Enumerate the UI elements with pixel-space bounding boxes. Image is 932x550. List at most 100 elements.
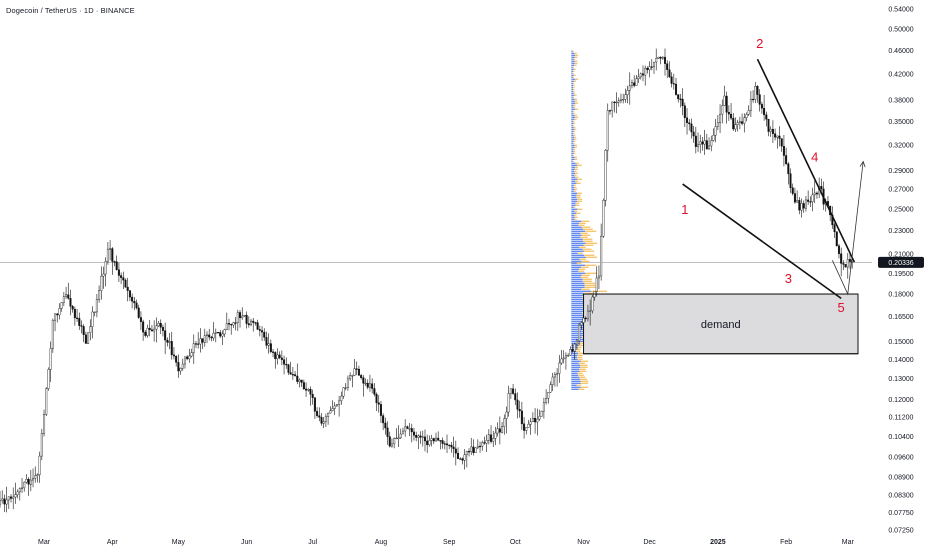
candle-body <box>32 478 35 481</box>
price-tick-label: 0.07250 <box>888 528 913 535</box>
wave-label: 4 <box>811 150 818 165</box>
candle-body <box>366 382 369 388</box>
candle-body <box>294 374 297 377</box>
profile-bar <box>575 78 579 81</box>
profile-bar <box>577 198 583 201</box>
candle-body <box>703 140 706 145</box>
profile-bar <box>571 166 575 169</box>
candle-body <box>21 487 24 489</box>
profile-bar <box>571 188 575 191</box>
profile-bar <box>580 266 589 269</box>
candle-body <box>435 437 438 442</box>
time-tick-label: Mar <box>842 539 855 546</box>
candle-body <box>457 452 460 459</box>
candle-body <box>756 86 759 95</box>
candle-body <box>811 194 814 202</box>
profile-bar <box>584 282 596 285</box>
candle-body <box>520 410 523 425</box>
demand-zone-label: demand <box>701 319 741 331</box>
candle-body <box>47 369 50 389</box>
profile-bar <box>571 184 574 187</box>
candle-body <box>798 200 801 211</box>
demand-zone <box>583 293 859 355</box>
candle-body <box>423 436 426 442</box>
candle-body <box>472 446 475 453</box>
profile-bar <box>574 186 577 189</box>
candle-body <box>760 104 763 109</box>
profile-bar <box>576 196 581 199</box>
time-axis[interactable]: Mar Apr May Jun Jul Aug Sep Oct Nov Dec 2025 Feb Mar <box>38 539 854 546</box>
candle-body <box>743 117 746 124</box>
price-tick-label: 0.21000 <box>888 252 913 259</box>
candle-body <box>67 294 70 299</box>
candle-body <box>166 339 169 343</box>
profile-bar <box>571 296 583 299</box>
profile-bar <box>572 50 574 53</box>
candle-body <box>846 259 849 268</box>
profile-bar <box>574 166 578 169</box>
profile-bar <box>571 120 574 123</box>
profile-bar <box>573 84 575 87</box>
profile-bar <box>579 342 586 345</box>
profile-bar <box>578 270 585 273</box>
profile-bar <box>573 140 576 143</box>
candle-body <box>525 427 528 431</box>
profile-bar <box>571 116 576 119</box>
profile-bar <box>571 128 575 131</box>
price-axis[interactable]: 0.54000 0.50000 0.46000 0.42000 0.38000 0.350… <box>878 7 924 535</box>
candle-body <box>40 433 43 457</box>
profile-bar <box>571 250 584 253</box>
candle-body <box>657 56 660 59</box>
candle-body <box>142 321 145 333</box>
candle-body <box>175 355 178 363</box>
candle-body <box>637 76 640 80</box>
candle-body <box>840 253 843 264</box>
candle-body <box>501 426 504 433</box>
candle-body <box>113 261 116 263</box>
candle-body <box>809 201 812 203</box>
price-tick-label: 0.16500 <box>888 314 913 321</box>
candle-body <box>793 193 796 203</box>
candle-body <box>377 402 380 405</box>
wave-label: 2 <box>756 36 763 51</box>
candle-body <box>368 383 371 388</box>
profile-bar <box>571 150 574 153</box>
profile-bar <box>573 106 576 109</box>
candle-body <box>655 58 658 63</box>
symbol-title: Dogecoin / TetherUS · 1D · BINANCE <box>6 6 135 15</box>
candle-body <box>338 400 341 405</box>
candle-body <box>364 382 367 385</box>
profile-bar <box>571 60 575 63</box>
price-tick-label: 0.19500 <box>888 271 913 278</box>
candle-body <box>7 496 10 501</box>
candle-body <box>441 440 444 444</box>
profile-bar <box>571 278 583 281</box>
current-price-badge <box>878 256 924 268</box>
candle-body <box>741 121 744 124</box>
candle-body <box>778 135 781 139</box>
candle-body <box>476 445 479 449</box>
candle-body <box>747 110 750 115</box>
profile-bar <box>571 168 575 171</box>
candle-body <box>485 440 488 444</box>
candle-body <box>780 138 783 147</box>
candle-body <box>769 128 772 132</box>
candle-body <box>225 323 228 330</box>
candle-body <box>272 351 275 353</box>
profile-bar <box>577 372 583 375</box>
candle-body <box>137 307 140 318</box>
candle-body <box>155 325 158 330</box>
profile-bar <box>574 218 577 221</box>
profile-bar <box>571 132 574 135</box>
profile-bar <box>571 70 574 73</box>
profile-bar <box>571 268 580 271</box>
candle-body <box>223 329 226 335</box>
candle-body <box>360 375 363 378</box>
candle-body <box>589 310 592 312</box>
candle-body <box>595 277 598 292</box>
profile-bar <box>574 168 578 171</box>
profile-bar <box>573 68 576 71</box>
profile-bar <box>576 262 582 265</box>
candle-body <box>313 397 316 412</box>
profile-bar <box>571 50 573 53</box>
